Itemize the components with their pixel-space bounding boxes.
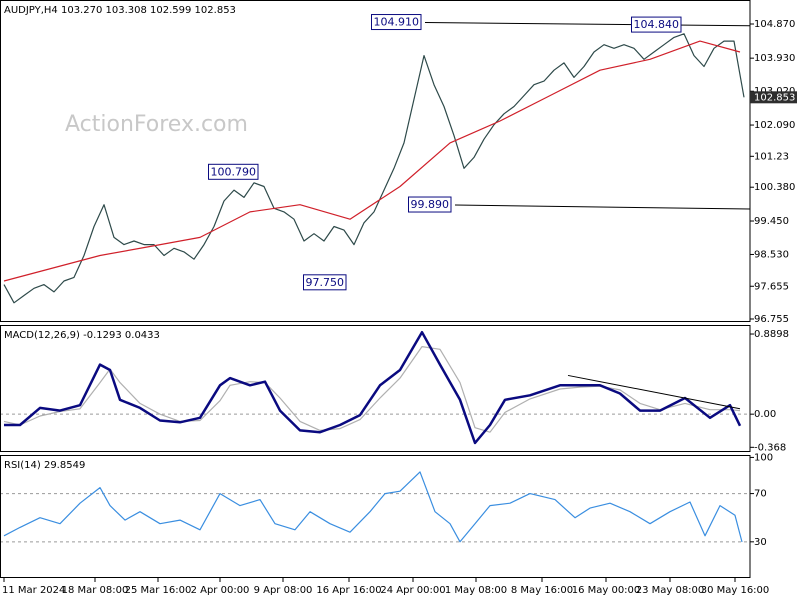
annotation-label: 99.890 — [411, 198, 450, 211]
last-price-tag — [750, 91, 797, 104]
panel-header: AUDJPY,H4 103.270 103.308 102.599 102.85… — [4, 5, 236, 16]
annotation-box — [631, 16, 682, 33]
annotation-label: 104.910 — [374, 16, 420, 29]
plot — [3, 22, 750, 304]
annotation-box — [208, 163, 259, 180]
y-tick-label: 30 — [754, 537, 767, 548]
y-tick-label: 70 — [754, 489, 767, 500]
y-tick-label: 100 — [754, 452, 773, 463]
series-line — [3, 471, 743, 543]
annotation-box — [371, 14, 422, 31]
plot — [0, 471, 750, 543]
y-tick-label: 101.23 — [754, 151, 789, 162]
x-tick-label: 23 May 08:00 — [636, 585, 705, 596]
x-tick-label: 16 Apr 16:00 — [316, 585, 381, 596]
y-tick-label: 0.8898 — [754, 329, 789, 340]
y-tick-label: 99.450 — [754, 216, 789, 227]
panel-frame — [0, 455, 751, 578]
series-line — [3, 40, 741, 282]
annotation-label: 104.840 — [634, 18, 680, 31]
trendline — [567, 374, 741, 410]
last-price-label: 102.853 — [754, 92, 795, 103]
panel-header: RSI(14) 29.8549 — [4, 460, 85, 471]
panel-frame — [0, 0, 751, 322]
x-tick-label: 18 Mar 08:00 — [62, 585, 129, 596]
x-tick-label: 24 Apr 00:00 — [380, 585, 445, 596]
y-tick-label: 104.870 — [754, 19, 795, 30]
annotation-label: 100.790 — [211, 165, 257, 178]
trendline — [454, 204, 750, 210]
y-tick-label: 96.755 — [754, 314, 789, 325]
y-tick-label: 102.090 — [754, 120, 795, 131]
y-tick-label: 103.930 — [754, 53, 795, 64]
annotation-box — [303, 274, 347, 291]
x-tick-label: 11 Mar 2024 — [2, 585, 65, 596]
y-tick-label: -0.368 — [754, 442, 786, 453]
x-tick-label: 16 May 00:00 — [572, 585, 641, 596]
y-tick-label: 97.655 — [754, 281, 789, 292]
x-tick-label: 25 Mar 16:00 — [125, 585, 192, 596]
y-tick-label: 0.00 — [754, 409, 776, 420]
x-tick-label: 9 Apr 08:00 — [254, 585, 313, 596]
y-tick-label: 98.530 — [754, 249, 789, 260]
series-line — [3, 33, 745, 304]
annotation-label: 97.750 — [306, 276, 345, 289]
trendline — [424, 22, 750, 27]
x-tick-label: 2 Apr 00:00 — [191, 585, 250, 596]
watermark: ActionForex.com — [65, 112, 248, 137]
y-tick-label: 100.380 — [754, 182, 795, 193]
x-tick-label: 8 May 16:00 — [511, 585, 573, 596]
panel-header: MACD(12,26,9) -0.1293 0.0433 — [4, 330, 160, 341]
plot — [0, 330, 750, 445]
x-tick-label: 30 May 16:00 — [701, 585, 770, 596]
x-tick-label: 1 May 08:00 — [445, 585, 507, 596]
panel-frame — [0, 325, 751, 452]
series-line — [4, 330, 742, 445]
annotation-box — [408, 196, 452, 213]
